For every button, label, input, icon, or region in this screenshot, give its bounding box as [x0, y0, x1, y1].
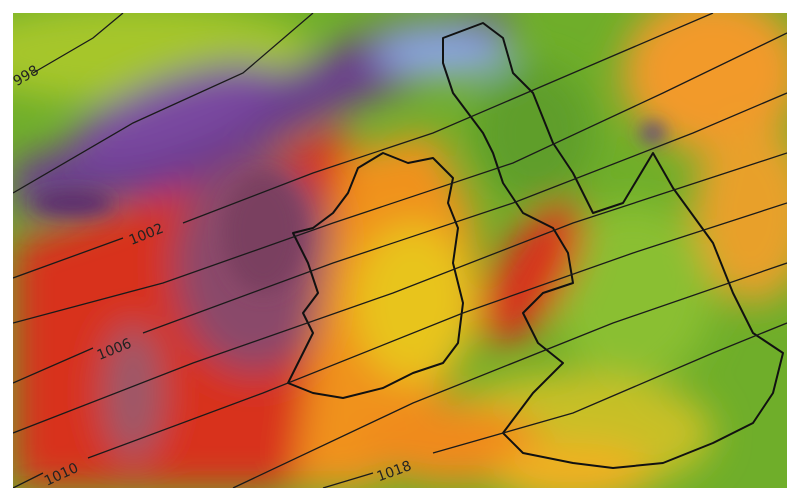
isobars [13, 13, 787, 488]
coastline-great-britain [442, 22, 784, 469]
isobar-1000 [13, 13, 314, 194]
coastlines [287, 22, 784, 469]
isobar-1002 [13, 13, 714, 279]
isobar-1008 [13, 152, 787, 434]
isobar-1010 [13, 202, 787, 488]
wind-field [13, 13, 787, 488]
coastline-ireland [287, 152, 464, 399]
isobar-1006 [13, 92, 787, 384]
isobar-1018 [322, 322, 787, 488]
isobar-1004 [13, 32, 787, 324]
weather-map: 998 1002 1006 1010 1018 [13, 13, 787, 488]
isobar-998 [32, 13, 124, 74]
isobar-1014 [232, 262, 787, 488]
